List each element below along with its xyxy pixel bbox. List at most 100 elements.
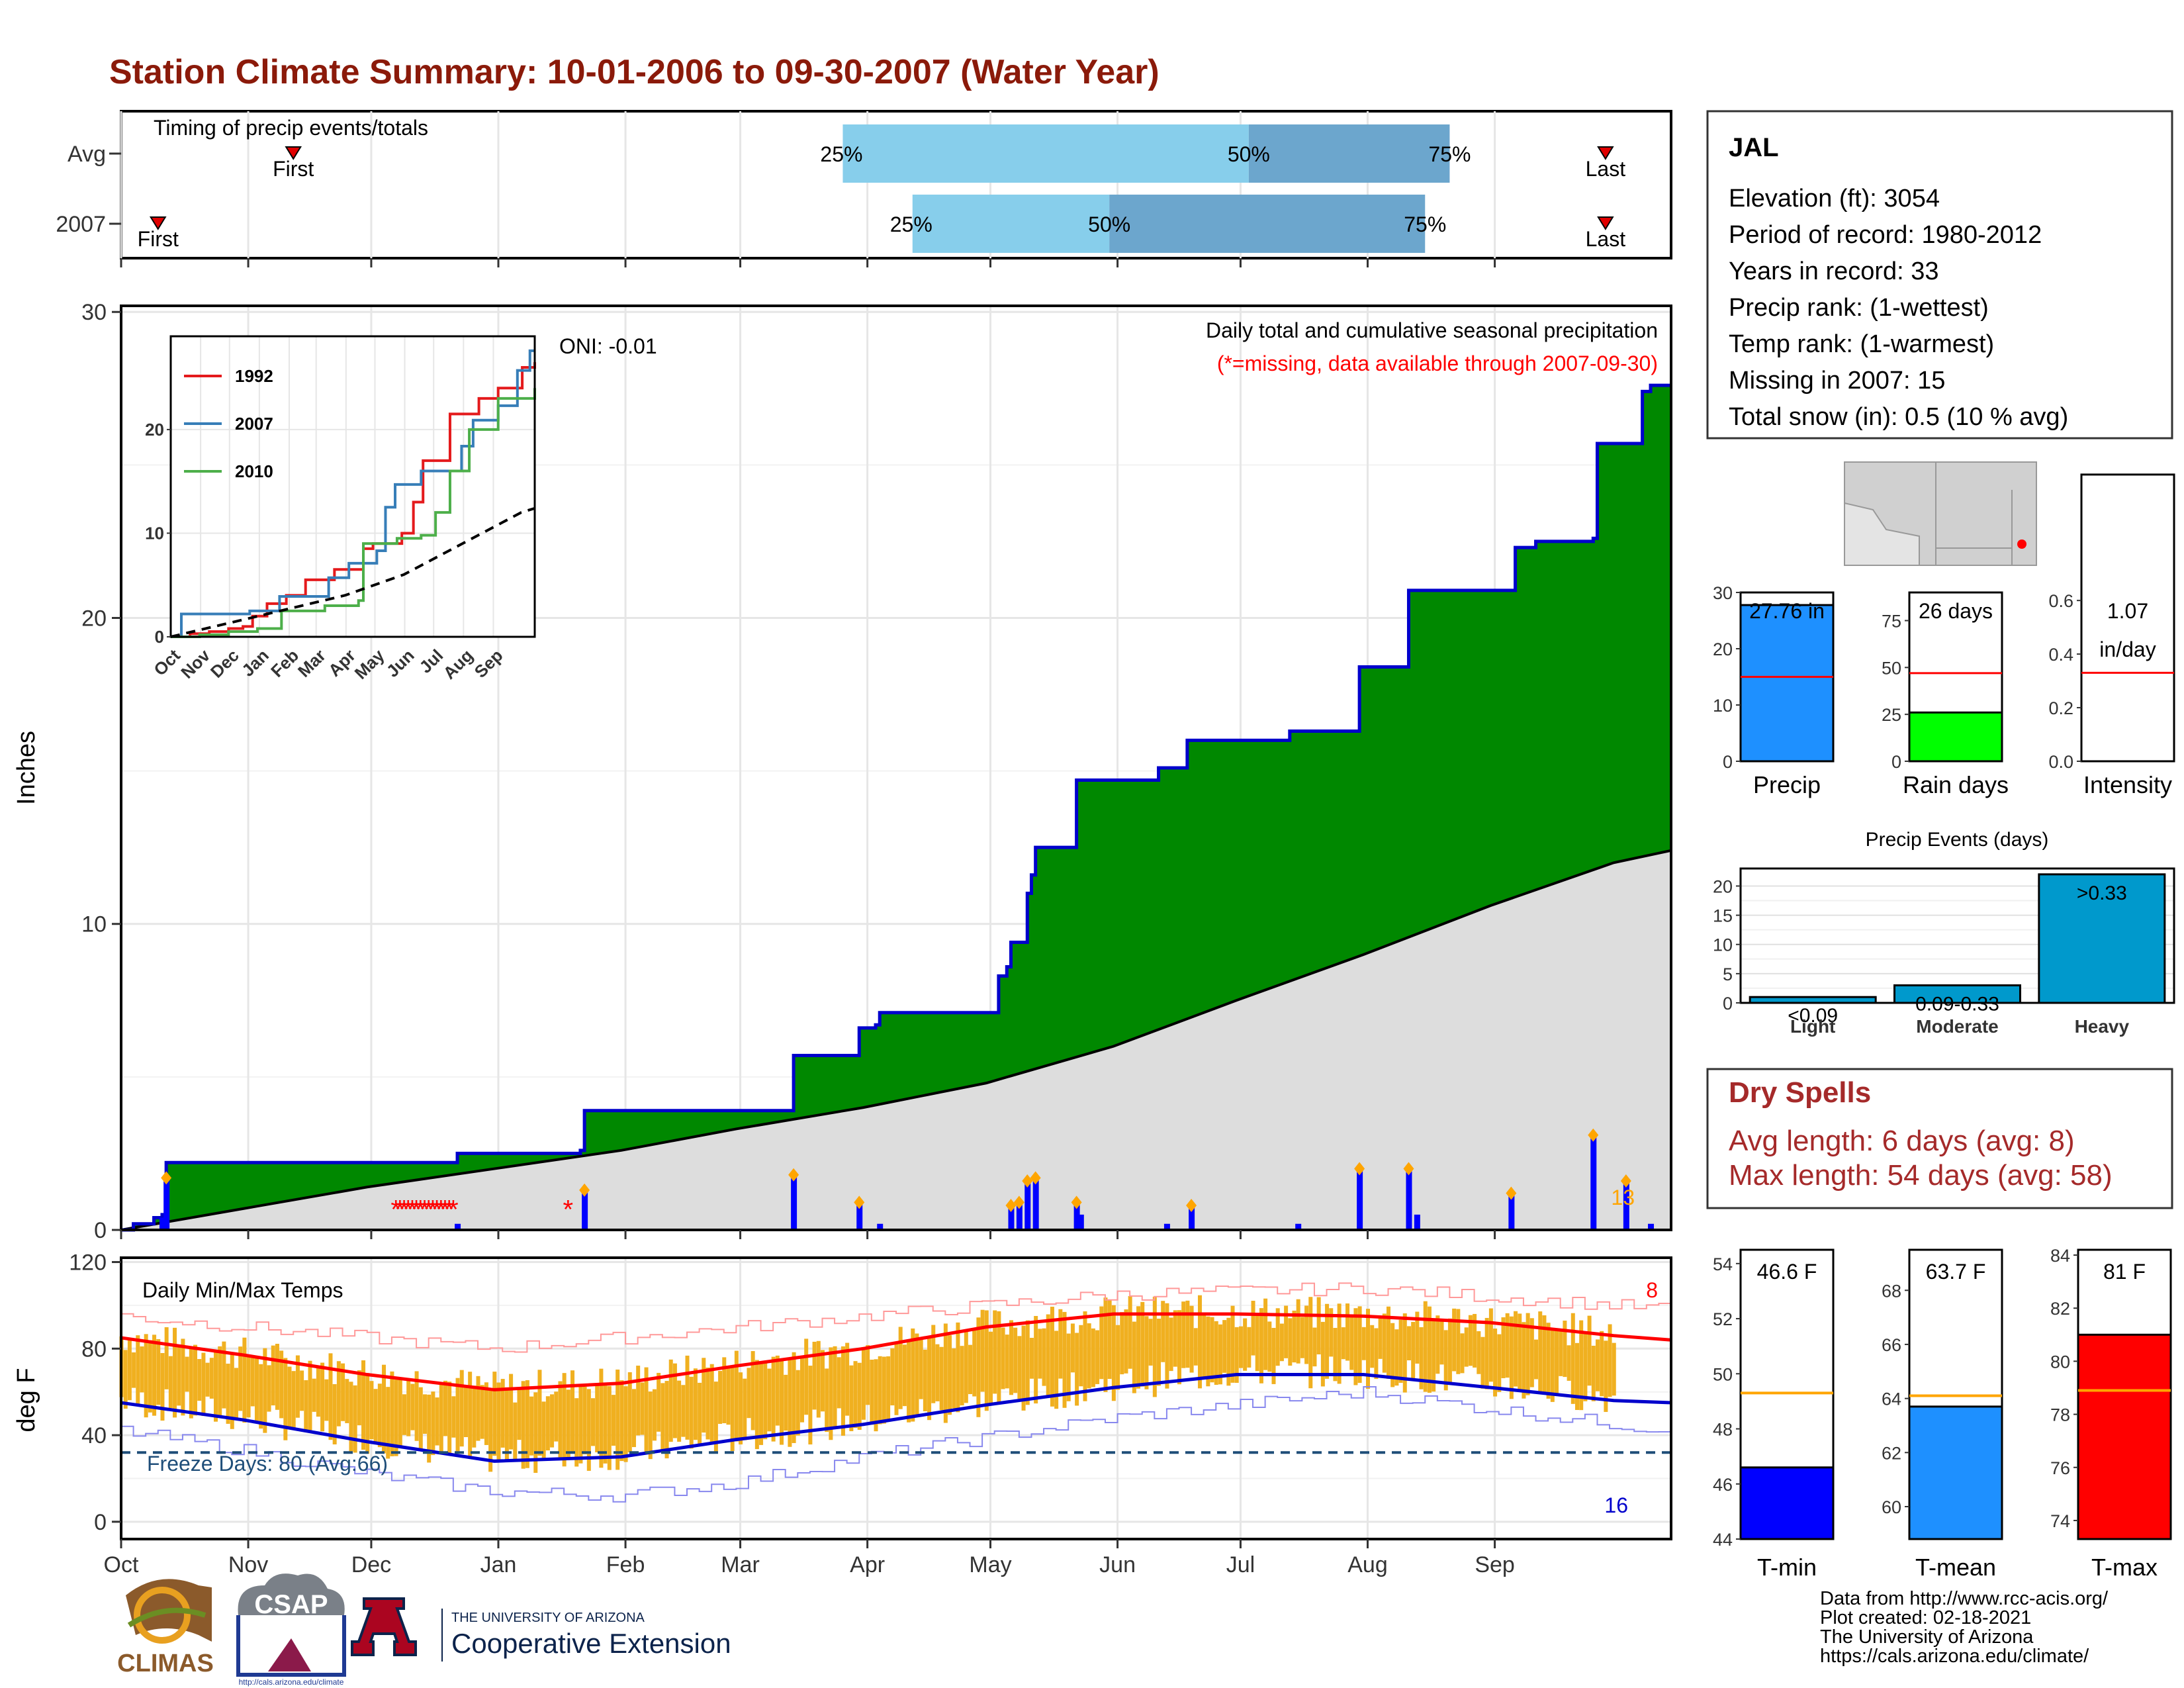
dry-spells-max: Max length: 54 days (avg: 58): [1729, 1159, 2113, 1192]
temp-bar-y-tick-label: 44: [1713, 1530, 1733, 1550]
temp-y-axis-label: deg F: [13, 1368, 40, 1432]
footer-line: https://cals.arizona.edu/climate/: [1820, 1646, 2089, 1667]
temp-daily-bar: [1234, 1327, 1239, 1383]
temp-daily-bar: [132, 1352, 136, 1388]
temp-daily-bar: [780, 1358, 784, 1445]
precip-daily-bar: [1295, 1223, 1302, 1230]
temp-bar-y-tick-label: 80: [2050, 1352, 2070, 1372]
precip-daily-marker: [854, 1196, 865, 1209]
temp-daily-bar: [181, 1338, 185, 1416]
temp-daily-bar: [799, 1357, 804, 1423]
temp-daily-bar: [702, 1358, 706, 1433]
temp-daily-bar: [1382, 1313, 1387, 1373]
temp-daily-bar: [1357, 1306, 1362, 1383]
temp-daily-bar: [1034, 1315, 1038, 1404]
timing-last-label: Last: [1586, 227, 1626, 251]
temp-daily-bar: [849, 1365, 854, 1432]
temp-daily-bar: [394, 1380, 398, 1456]
temp-daily-bar: [1165, 1303, 1169, 1389]
temp-daily-bar: [1296, 1299, 1300, 1364]
timing-title: Timing of precip events/totals: [154, 116, 428, 140]
temp-daily-bar: [631, 1389, 636, 1448]
mini-bar-y-tick-label: 50: [1882, 658, 1901, 678]
temp-daily-bar: [1300, 1317, 1304, 1358]
temp-daily-bar: [1361, 1327, 1366, 1360]
station-info: JAL Elevation (ft): 3054 Period of record:…: [1706, 110, 2173, 440]
timing-bar-50-75: [1248, 124, 1450, 183]
precip-y-axis-label: Inches: [13, 731, 40, 805]
station-info-line: Precip rank: (1-wettest): [1729, 294, 1989, 322]
station-info-line: Missing in 2007: 15: [1729, 367, 1945, 395]
temp-daily-bar: [911, 1328, 915, 1422]
temp-daily-bar: [1563, 1321, 1567, 1378]
precip-missing-marker: *: [432, 1195, 442, 1224]
temp-daily-bar: [816, 1340, 821, 1418]
temp-daily-bar: [919, 1338, 923, 1399]
station-location-marker: [2017, 539, 2026, 549]
temp-bar-y-tick-label: 62: [1882, 1443, 1901, 1463]
precip-daily-marker: [1030, 1171, 1041, 1185]
temp-daily-bar: [230, 1353, 234, 1429]
events-category-label: Light: [1790, 1016, 1835, 1037]
temp-daily-bar: [1009, 1320, 1013, 1395]
temp-daily-bar: [1284, 1305, 1289, 1358]
precip-missing-marker: *: [390, 1195, 401, 1224]
temp-bar-value-bar: [1739, 1466, 1835, 1540]
temp-daily-bar: [521, 1381, 525, 1469]
mini-bar-y-tick-label: 0: [1723, 752, 1733, 772]
temp-bar-y-tick-label: 48: [1713, 1420, 1733, 1440]
mini-bar-category-label: Precip: [1753, 771, 1821, 798]
temp-daily-bar: [927, 1338, 932, 1421]
temp-daily-bar: [578, 1383, 583, 1464]
temp-daily-bar: [709, 1364, 714, 1444]
temp-daily-bar: [1427, 1306, 1432, 1393]
temp-daily-bar: [636, 1366, 641, 1436]
temp-record-low-line: [121, 1385, 1672, 1503]
temp-bar-y-tick-label: 66: [1882, 1335, 1901, 1355]
temp-daily-bar: [1579, 1320, 1584, 1411]
footer-line: The University of Arizona: [1820, 1626, 2034, 1648]
mini-bar-value-bar: [1739, 604, 1835, 763]
precip-avg-area: [121, 850, 1671, 1230]
precip-daily-marker: [1013, 1196, 1024, 1209]
temp-daily-bar: [1017, 1336, 1022, 1399]
temp-daily-bar: [993, 1310, 997, 1394]
climas-logo-text: CLIMAS: [117, 1650, 214, 1677]
temp-daily-bar: [1271, 1328, 1276, 1384]
temp-daily-bar: [123, 1350, 128, 1409]
temp-daily-bar: [324, 1379, 329, 1421]
temp-bar-value-bar: [2077, 1333, 2172, 1540]
mini-bar-value-bar: [1908, 711, 2003, 763]
temp-daily-bar: [443, 1380, 447, 1436]
inset-y-tick-label: 20: [145, 420, 164, 440]
temp-daily-bar: [214, 1350, 218, 1422]
temp-daily-bar: [718, 1370, 723, 1425]
events-category-label: Heavy: [2075, 1016, 2130, 1037]
precip-missing-marker: *: [407, 1195, 418, 1224]
precip-daily-bar: [1648, 1223, 1655, 1230]
temp-daily-bar: [1398, 1319, 1403, 1383]
climas-logo-sun: [134, 1587, 191, 1644]
station-info-line: Period of record: 1980-2012: [1729, 221, 2042, 249]
temp-x-tick-label: Feb: [606, 1552, 645, 1577]
page-title: Station Climate Summary: 10-01-2006 to 0…: [109, 53, 1160, 91]
temp-daily-bar: [841, 1346, 845, 1436]
temp-daily-bar: [377, 1383, 382, 1448]
csap-logo-frame: [236, 1615, 346, 1677]
temp-daily-bar: [952, 1348, 956, 1409]
mini-bar-value-label: 27.76 in: [1749, 599, 1825, 623]
precip-daily-bar: [163, 1178, 170, 1230]
temp-bar-y-tick-label: 54: [1713, 1254, 1733, 1274]
temp-daily-bar: [1464, 1327, 1469, 1367]
temp-daily-bar: [1124, 1309, 1128, 1374]
precip-missing-marker: *: [416, 1195, 426, 1224]
temp-daily-bar: [652, 1389, 657, 1441]
temp-daily-bar: [1210, 1317, 1214, 1383]
temp-x-tick-label: May: [969, 1552, 1011, 1577]
temp-daily-bar: [353, 1385, 357, 1453]
temp-daily-bar: [640, 1382, 645, 1435]
temp-daily-bar: [459, 1370, 464, 1447]
timing-p25-label: 25%: [890, 212, 933, 236]
climas-logo-wave: [127, 1607, 206, 1628]
temp-daily-bar: [1095, 1330, 1100, 1384]
